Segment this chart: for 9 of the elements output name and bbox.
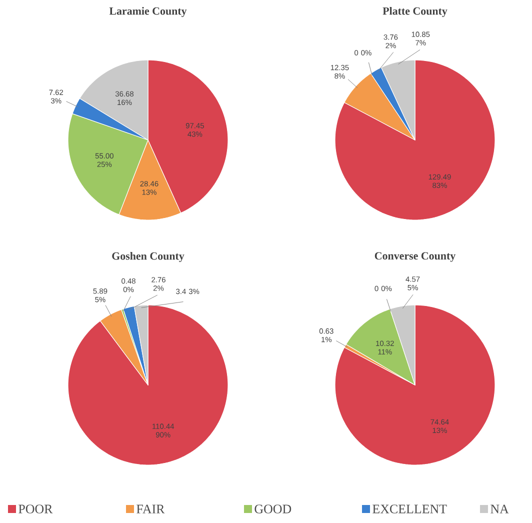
- chart-title: Goshen County: [112, 252, 184, 262]
- legend-label: GOOD: [254, 504, 292, 514]
- chart-title: Platte County: [382, 7, 448, 17]
- chart-title: Laramie County: [109, 7, 187, 17]
- legend-label: EXCELLENT: [372, 504, 447, 514]
- legend-label: NA: [490, 504, 509, 514]
- legend-label: POOR: [18, 504, 53, 514]
- legend-label: FAIR: [136, 504, 165, 514]
- chart-title: Converse County: [374, 252, 456, 262]
